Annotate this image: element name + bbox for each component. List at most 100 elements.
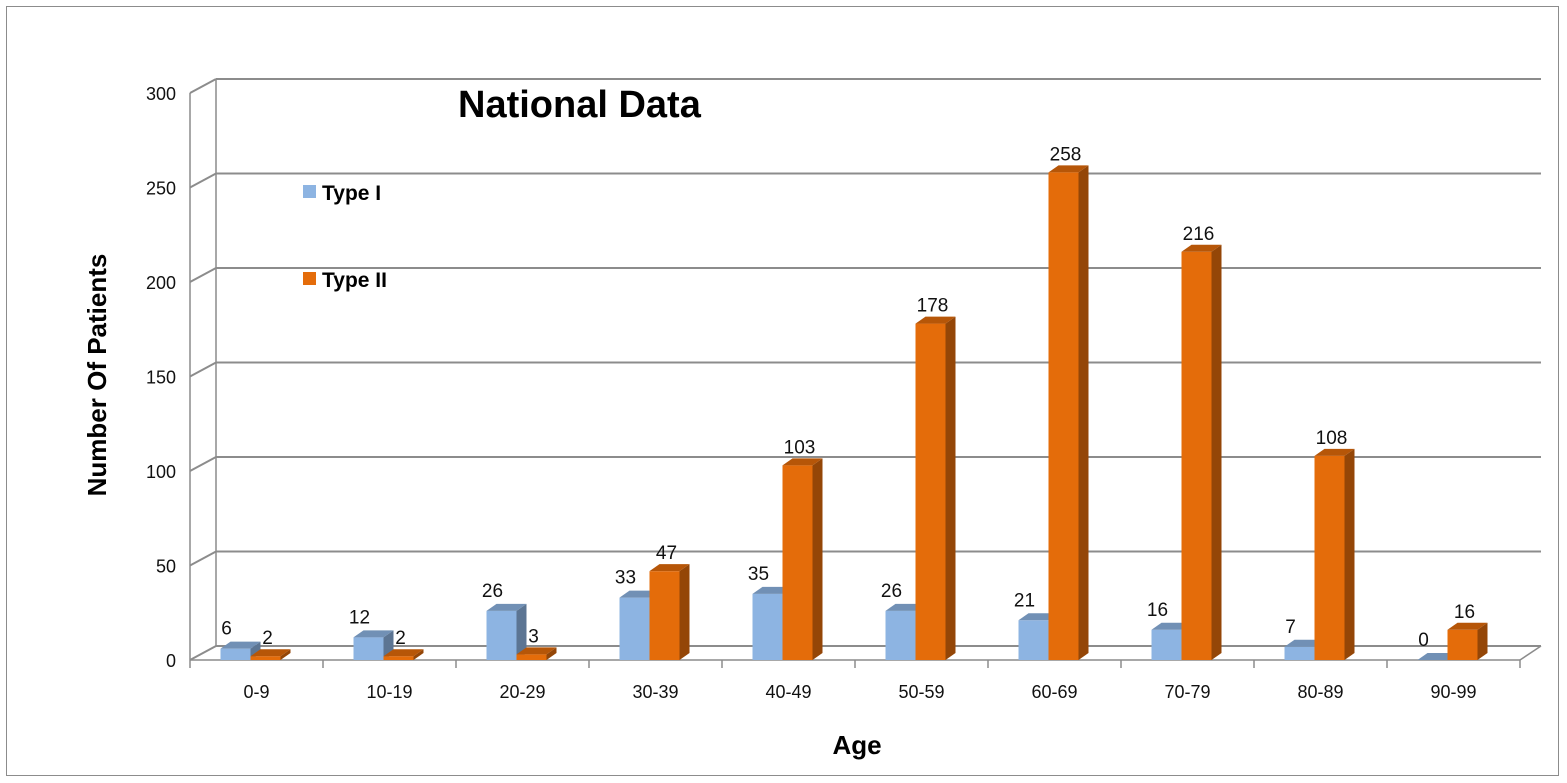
bar-front: [1447, 629, 1478, 660]
legend-label-type-2: Type II: [322, 269, 387, 292]
x-tick-label: 10-19: [366, 682, 412, 702]
x-tick-label: 0-9: [243, 682, 269, 702]
y-tick-label: 300: [146, 84, 176, 104]
data-label: 0: [1418, 630, 1429, 651]
bars: [220, 165, 1488, 660]
gridline-connector: [189, 456, 217, 472]
bar-top: [220, 641, 261, 649]
data-label: 103: [784, 437, 816, 458]
bar: [1447, 622, 1488, 660]
bar-top: [1447, 622, 1488, 630]
bar-front: [250, 656, 281, 660]
legend-label-type-1: Type I: [322, 182, 381, 205]
chart-title: National Data: [458, 84, 702, 126]
x-tick-label: 40-49: [765, 682, 811, 702]
bar-front: [1314, 455, 1345, 660]
bar-side: [945, 316, 956, 660]
x-tick-label: 30-39: [632, 682, 678, 702]
y-tick-label: 0: [166, 651, 176, 671]
bar-front: [220, 648, 251, 660]
gridline-connector: [189, 172, 217, 189]
data-label: 7: [1285, 617, 1296, 638]
gridline-connector: [189, 78, 217, 94]
bar-side: [280, 649, 291, 660]
y-tick-label: 200: [146, 273, 176, 293]
y-axis-title: Number Of Patients: [82, 254, 112, 497]
data-label: 26: [482, 581, 503, 602]
y-tick-label: 250: [146, 179, 176, 199]
floor-edge: [1519, 645, 1542, 661]
data-label: 178: [917, 296, 949, 317]
data-label: 47: [656, 543, 677, 564]
legend: Type I Type II: [303, 182, 387, 292]
bar: [782, 458, 823, 660]
bar-side: [516, 603, 527, 660]
bar-top: [353, 630, 394, 638]
bar-top: [1314, 448, 1355, 456]
y-tick-label: 50: [156, 557, 176, 577]
gridline-connector: [189, 645, 217, 661]
bar-front: [752, 593, 783, 660]
x-tick-label: 80-89: [1297, 682, 1343, 702]
bar-side: [1477, 622, 1488, 660]
x-tick-label: 20-29: [499, 682, 545, 702]
bar-side: [1078, 165, 1089, 660]
bar-top: [516, 647, 557, 655]
legend-swatch-type-1: [303, 185, 316, 198]
bar-front: [1151, 629, 1182, 660]
data-label: 26: [881, 581, 902, 602]
data-label: 16: [1454, 602, 1475, 623]
bar-top: [486, 603, 527, 611]
x-axis-title: Age: [832, 730, 881, 760]
bar-front: [649, 571, 680, 660]
bar-top: [1181, 244, 1222, 252]
gridline-connector: [189, 267, 217, 283]
bar: [250, 649, 291, 660]
bar-top: [383, 649, 424, 657]
bar: [1314, 448, 1355, 660]
data-label: 6: [221, 619, 232, 640]
bar-top: [250, 649, 291, 657]
y-axis-ticks: 0 50 100 150 200 250 300: [146, 84, 176, 671]
x-tick-label: 50-59: [898, 682, 944, 702]
data-label: 16: [1147, 600, 1168, 621]
bar-side: [1211, 244, 1222, 660]
data-label: 108: [1316, 428, 1348, 449]
data-label: 21: [1014, 590, 1035, 611]
gridline-connector: [189, 361, 217, 378]
bar-front: [782, 465, 813, 660]
bar-front: [383, 656, 414, 660]
data-label: 216: [1183, 224, 1215, 245]
bar: [516, 647, 557, 660]
bar: [486, 603, 527, 660]
data-label: 2: [262, 628, 273, 649]
bar-front: [885, 610, 916, 660]
y-tick-label: 100: [146, 462, 176, 482]
bar-front: [915, 323, 946, 660]
bar-top: [915, 316, 956, 324]
bar: [649, 564, 690, 660]
bar-front: [619, 597, 650, 660]
bar: [915, 316, 956, 660]
x-tick-label: 90-99: [1430, 682, 1476, 702]
data-label: 35: [748, 564, 769, 585]
bar: [353, 630, 394, 660]
data-label: 3: [528, 626, 539, 647]
bar-front: [1018, 620, 1049, 660]
x-axis-ticks: 0-9 10-19 20-29 30-39 40-49 50-59 60-69 70-79 80…: [189, 660, 1521, 702]
bar-front: [353, 637, 384, 660]
bar-side: [812, 458, 823, 660]
data-label: 33: [615, 568, 636, 589]
bar-side: [679, 564, 690, 660]
gridline-connector: [189, 550, 217, 567]
legend-swatch-type-2: [303, 272, 316, 285]
bar-top: [1048, 165, 1089, 173]
y-tick-label: 150: [146, 368, 176, 388]
bar-top: [649, 564, 690, 572]
bar-side: [546, 647, 557, 660]
data-label: 12: [349, 607, 370, 628]
bar-top: [782, 458, 823, 466]
bar-front: [1284, 646, 1315, 660]
